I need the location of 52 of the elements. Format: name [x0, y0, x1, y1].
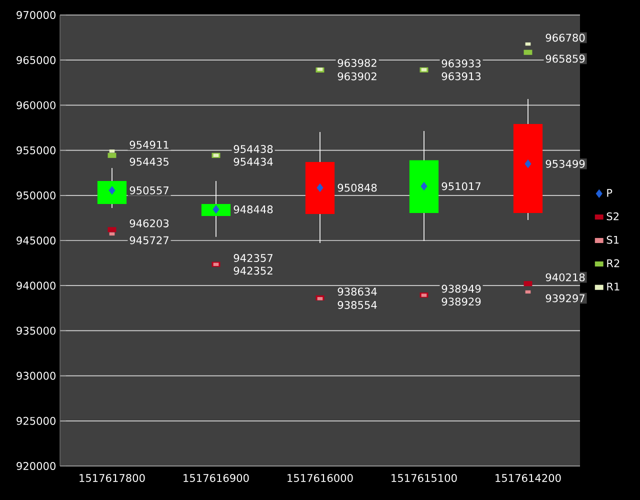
legend-label: S2	[606, 212, 618, 220]
data-label: 945727	[130, 236, 168, 244]
data-label: 940218	[546, 273, 585, 282]
data-label: 942352	[234, 266, 272, 275]
legend-label: R1	[607, 282, 620, 290]
data-label: 966780	[546, 34, 585, 42]
y-tick-label: 970000	[16, 11, 56, 19]
data-label: 946203	[130, 219, 169, 228]
data-label: 938554	[338, 300, 377, 309]
y-tick-label: 955000	[16, 146, 56, 154]
data-label: 963933	[442, 59, 481, 68]
data-label: 950557	[130, 186, 168, 194]
data-label: 948448	[234, 205, 273, 214]
y-tick-label: 950000	[16, 191, 56, 200]
data-label: 954438	[234, 145, 273, 154]
legend-label: P	[607, 189, 612, 197]
x-tick-label: 1517616900	[184, 474, 249, 482]
data-label: 953499	[546, 160, 585, 168]
point	[316, 184, 324, 192]
data-label: 938634	[338, 288, 377, 296]
data-label: 965859	[546, 54, 585, 63]
data-label: 954911	[130, 140, 168, 149]
data-label: 963902	[338, 72, 376, 80]
y-tick-label: 965000	[16, 56, 56, 64]
data-label: 939297	[546, 294, 584, 302]
y-tick-label: 945000	[16, 236, 56, 244]
legend-label: S1	[606, 236, 619, 244]
point	[108, 186, 116, 195]
y-tick-label: 935000	[16, 326, 56, 335]
data-label: 942357	[234, 254, 272, 262]
x-tick-label: 1517617800	[80, 474, 145, 482]
data-label: 951017	[442, 182, 480, 190]
y-tick-label: 930000	[16, 372, 56, 380]
x-tick-label: 1517616000	[288, 474, 353, 482]
x-tick-label: 1517614200	[496, 474, 561, 482]
legend-label: R2	[607, 259, 620, 268]
y-tick-label: 940000	[16, 282, 56, 290]
y-tick-label: 925000	[16, 416, 56, 425]
data-label: 938929	[442, 298, 481, 306]
point	[212, 205, 220, 214]
y-tick-label: 920000	[16, 462, 56, 470]
data-label: 954435	[130, 158, 168, 166]
data-label: 938949	[442, 284, 481, 293]
point	[420, 182, 428, 190]
data-label: 963982	[338, 58, 376, 67]
candlestick	[201, 180, 231, 238]
x-tick-label: 1517615100	[392, 474, 457, 482]
point	[524, 160, 532, 168]
data-label: 954434	[234, 158, 273, 166]
y-tick-label: 960000	[16, 101, 56, 110]
data-label: 950848	[338, 184, 377, 192]
data-label: 963913	[442, 72, 481, 80]
